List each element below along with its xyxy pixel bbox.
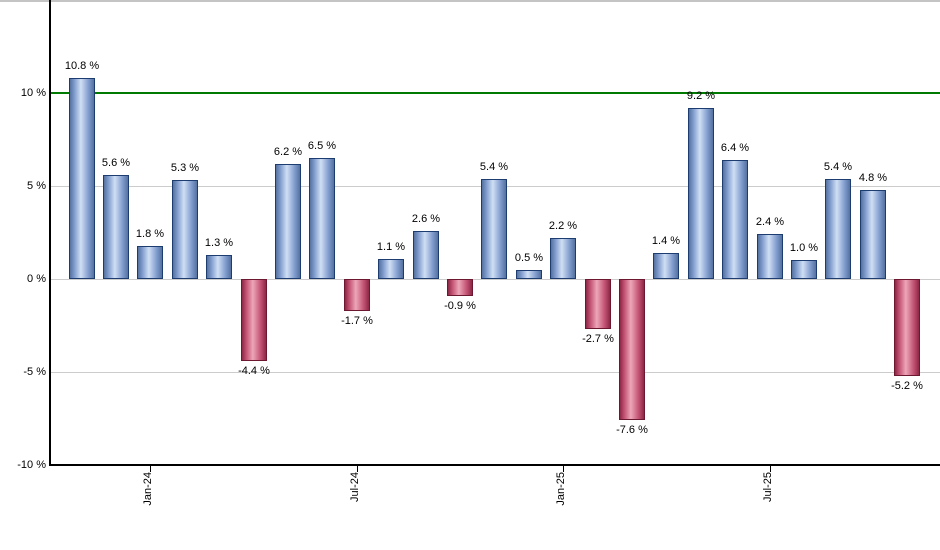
bar-value-label: 1.4 % [651, 235, 681, 247]
positive-bar [825, 179, 851, 279]
bar-value-label: 5.4 % [479, 161, 509, 173]
bar-value-label: -7.6 % [616, 424, 648, 436]
positive-bar [791, 260, 817, 279]
bar-value-label: 1.0 % [789, 242, 819, 254]
positive-bar [103, 175, 129, 279]
negative-bar [447, 279, 473, 296]
bar-value-label: 2.2 % [548, 220, 578, 232]
bar-value-label: 5.3 % [170, 162, 200, 174]
positive-bar [688, 108, 714, 279]
y-tick-label: -5 % [23, 366, 46, 378]
x-tick-label: Jul-24 [349, 472, 361, 502]
x-tick-label: Jan-24 [142, 472, 154, 506]
bar-value-label: -2.7 % [582, 333, 614, 345]
positive-bar [860, 190, 886, 279]
bar-value-label: 1.1 % [376, 241, 406, 253]
threshold-line [51, 92, 940, 94]
positive-bar [653, 253, 679, 279]
chart-top-border [0, 0, 940, 2]
x-tick-label: Jul-25 [762, 472, 774, 502]
bar-value-label: 4.8 % [858, 172, 888, 184]
positive-bar [275, 164, 301, 279]
bar-value-label: 5.6 % [101, 157, 131, 169]
y-tick-label: 0 % [27, 273, 46, 285]
x-tick-label: Jan-25 [555, 472, 567, 506]
negative-bar [344, 279, 370, 311]
negative-bar [585, 279, 611, 329]
x-tick-mark [357, 466, 358, 472]
bar-value-label: 1.3 % [204, 237, 234, 249]
positive-bar [550, 238, 576, 279]
y-tick-label: 5 % [27, 180, 46, 192]
y-tick-label: 10 % [20, 87, 46, 99]
x-axis [49, 464, 940, 466]
positive-bar [516, 270, 542, 279]
negative-bar [619, 279, 645, 420]
bar-value-label: -0.9 % [444, 300, 476, 312]
bar-value-label: 2.6 % [411, 213, 441, 225]
gridline [51, 279, 940, 280]
positive-bar [172, 180, 198, 279]
positive-bar [206, 255, 232, 279]
x-tick-mark [150, 466, 151, 472]
bar-value-label: 6.4 % [720, 142, 750, 154]
positive-bar [757, 234, 783, 279]
bar-value-label: 2.4 % [755, 216, 785, 228]
x-tick-mark [563, 466, 564, 472]
positive-bar [722, 160, 748, 279]
bar-value-label: 1.8 % [135, 228, 165, 240]
bar-value-label: 0.5 % [514, 252, 544, 264]
x-tick-mark [770, 466, 771, 472]
positive-bar [481, 179, 507, 279]
negative-bar [894, 279, 920, 376]
negative-bar [241, 279, 267, 361]
positive-bar [413, 231, 439, 279]
bar-value-label: 6.5 % [307, 140, 337, 152]
y-axis [49, 0, 51, 466]
y-tick-label: -10 % [17, 459, 46, 471]
bar-value-label: 6.2 % [273, 146, 303, 158]
bar-value-label: -1.7 % [341, 315, 373, 327]
positive-bar [309, 158, 335, 279]
bar-value-label: -5.2 % [891, 380, 923, 392]
bar-value-label: -4.4 % [238, 365, 270, 377]
gridline [51, 372, 940, 373]
positive-bar [69, 78, 95, 279]
bar-value-label: 9.2 % [686, 90, 716, 102]
bar-value-label: 10.8 % [64, 60, 100, 72]
positive-bar [378, 259, 404, 279]
bar-value-label: 5.4 % [823, 161, 853, 173]
positive-bar [137, 246, 163, 279]
